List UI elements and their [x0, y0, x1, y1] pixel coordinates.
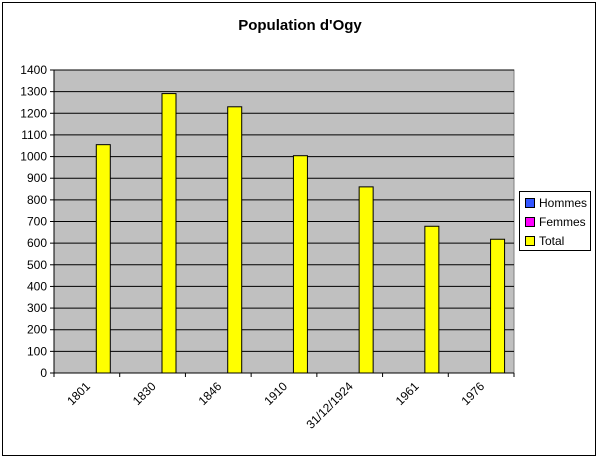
legend-swatch-femmes [525, 217, 535, 227]
y-tick-label: 1100 [21, 128, 47, 142]
y-tick-label: 1300 [20, 85, 47, 99]
bar-total-4 [358, 186, 374, 374]
y-tick-label: 700 [27, 215, 47, 229]
bar-total-3 [292, 155, 308, 374]
bar-total-0 [95, 144, 111, 374]
x-tick-label: 1801 [64, 379, 93, 408]
legend-swatch-hommes [525, 198, 535, 208]
x-tick-label: 1830 [130, 379, 159, 408]
chart-title: Population d'Ogy [238, 17, 362, 34]
x-tick-label: 1910 [261, 379, 290, 408]
y-tick-label: 500 [27, 258, 47, 272]
y-tick-label: 300 [27, 301, 47, 315]
x-tick-label: 1846 [196, 379, 225, 408]
bar-total-1 [161, 93, 177, 374]
y-tick-label: 900 [27, 171, 47, 185]
y-tick-label: 1000 [20, 150, 47, 164]
legend-item-femmes: Femmes [525, 213, 586, 231]
legend: Hommes Femmes Total [519, 191, 591, 251]
x-tick-label: 1961 [393, 379, 422, 408]
bar-total-5 [424, 225, 440, 374]
y-tick-label: 1200 [20, 106, 47, 120]
y-tick-label: 100 [27, 344, 47, 358]
y-tick-label: 800 [27, 193, 47, 207]
bar-total-6 [490, 238, 506, 374]
y-tick-label: 1400 [20, 63, 47, 77]
bar-total-2 [227, 106, 243, 374]
x-tick-label: 1976 [458, 379, 487, 408]
legend-label-hommes: Hommes [539, 196, 588, 210]
y-tick-label: 200 [27, 323, 47, 337]
y-tick-label: 0 [40, 366, 47, 380]
legend-item-hommes: Hommes [525, 194, 587, 212]
y-tick-label: 400 [27, 279, 47, 293]
legend-item-total: Total [525, 232, 564, 250]
legend-swatch-total [525, 236, 535, 246]
y-tick-label: 600 [27, 236, 47, 250]
legend-label-total: Total [539, 234, 565, 248]
x-tick-label: 31/12/1924 [303, 379, 356, 432]
legend-label-femmes: Femmes [539, 215, 586, 229]
